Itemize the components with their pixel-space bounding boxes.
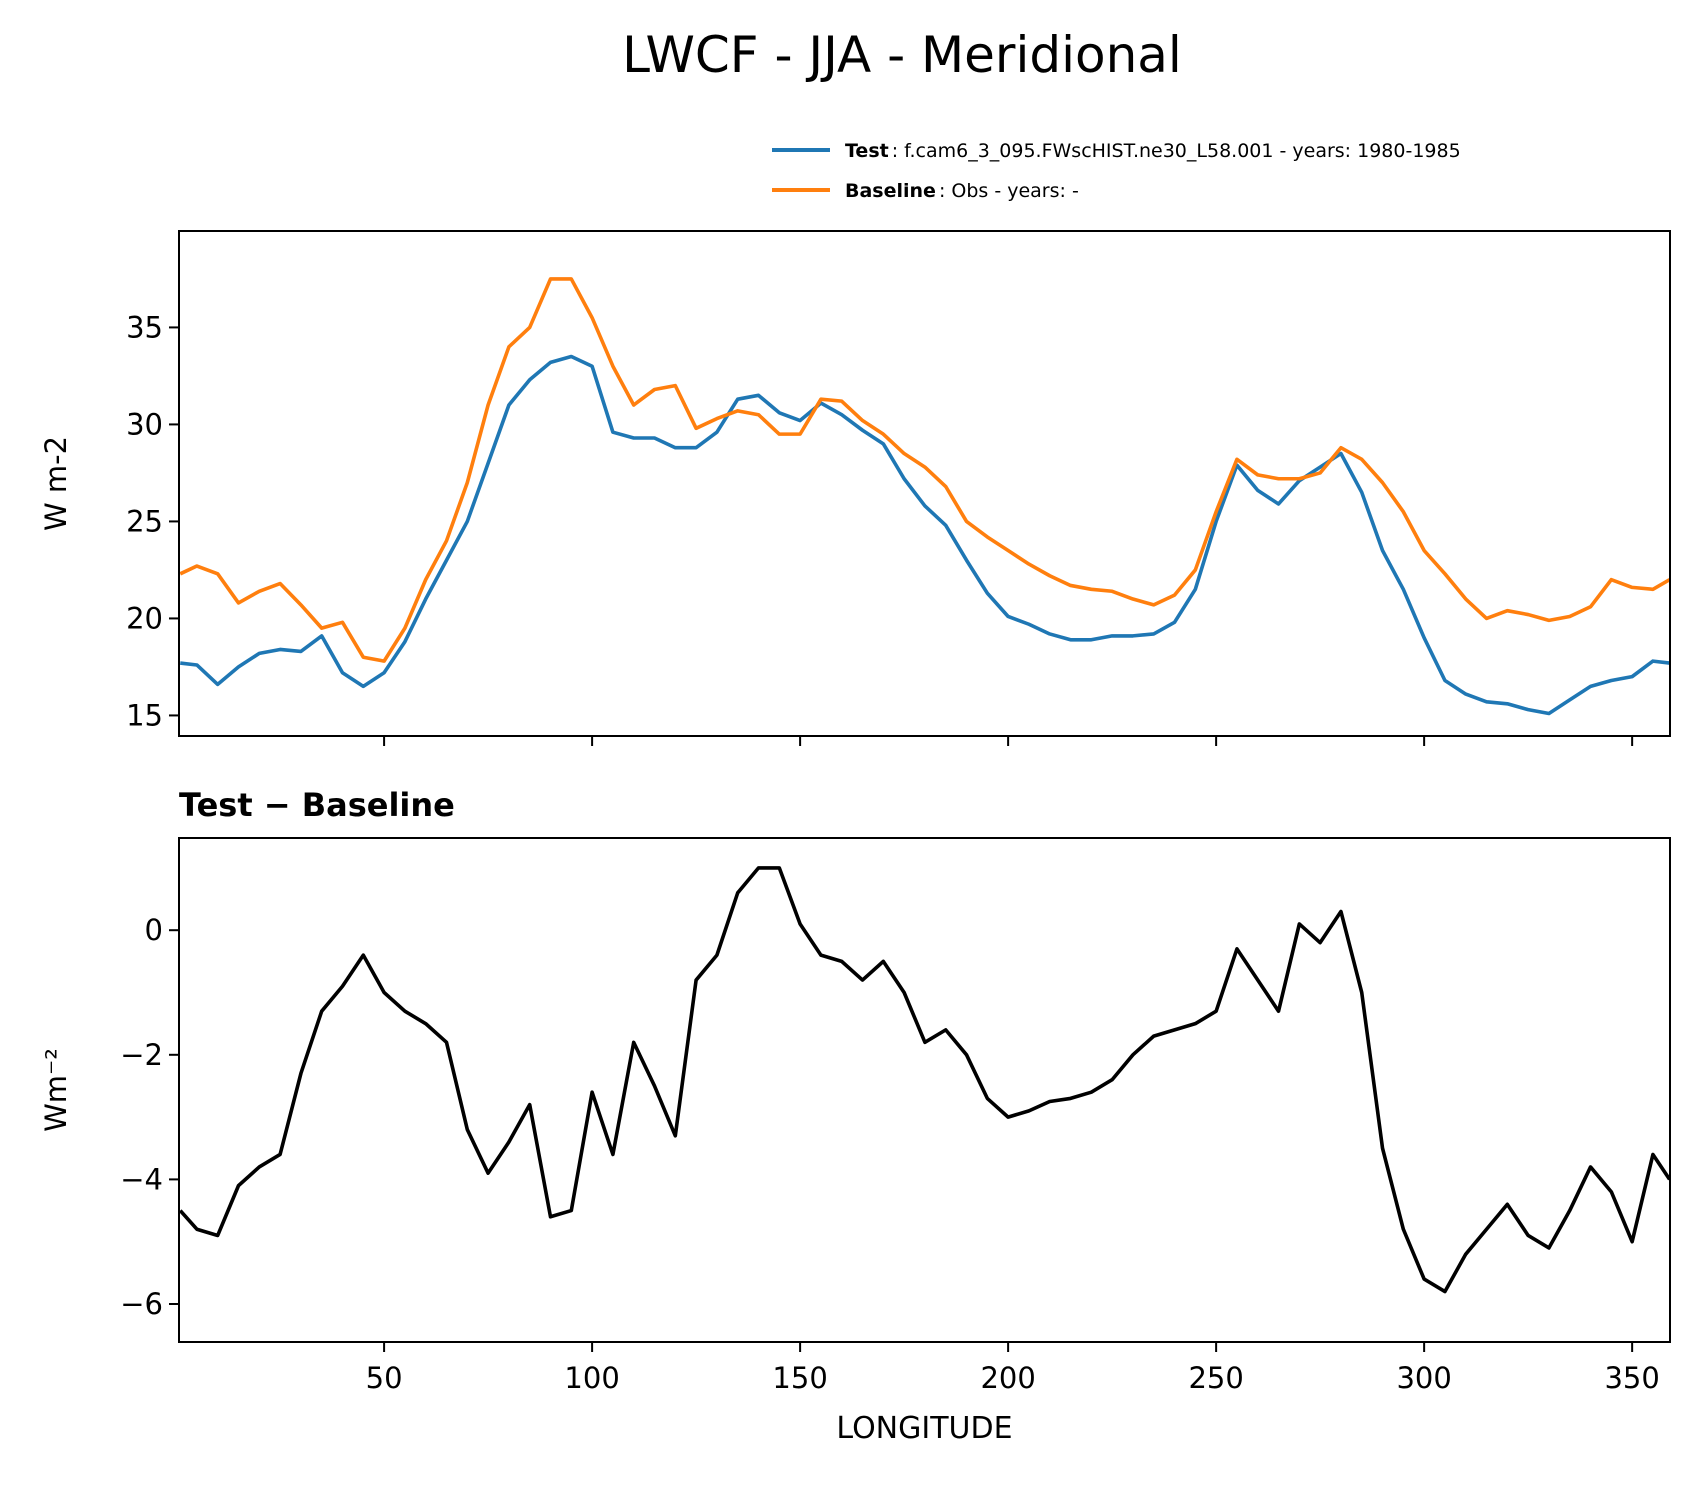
data-line (179, 277, 1670, 663)
data-line (179, 866, 1670, 1294)
y-tick-label: −2 (120, 1038, 163, 1072)
figure-title: LWCF - JJA - Meridional (622, 26, 1182, 84)
legend-name: Baseline (845, 180, 936, 202)
data-line (180, 354, 1670, 716)
legend-description: : f.cam6_3_095.FWscHIST.ne30_L58.001 - y… (892, 140, 1461, 162)
y-tick-label: −6 (120, 1287, 163, 1321)
legend-name: Test (845, 140, 889, 162)
x-axis-label: LONGITUDE (836, 1411, 1012, 1446)
y-axis-label: Wm⁻² (39, 1048, 73, 1132)
y-tick-label: 35 (126, 310, 163, 344)
x-tick-label: 100 (564, 1361, 619, 1395)
x-tick-label: 300 (1396, 1361, 1451, 1395)
y-tick-label: 0 (145, 913, 163, 947)
x-tick-label: 200 (980, 1361, 1035, 1395)
x-tick-label: 50 (366, 1361, 403, 1395)
y-tick-label: 20 (126, 601, 163, 635)
legend-description: : Obs - years: - (939, 180, 1079, 202)
y-axis-label: W m-2 (39, 436, 73, 531)
x-tick-label: 150 (772, 1361, 827, 1395)
x-tick-label: 350 (1604, 1361, 1659, 1395)
y-tick-label: 30 (126, 407, 163, 441)
plot-frame (178, 230, 1671, 737)
y-tick-label: −4 (120, 1162, 163, 1196)
x-tick-label: 250 (1188, 1361, 1243, 1395)
y-tick-label: 15 (126, 698, 163, 732)
y-tick-label: 25 (126, 504, 163, 538)
panel-title: Test − Baseline (179, 786, 455, 824)
plot-frame (178, 837, 1671, 1343)
